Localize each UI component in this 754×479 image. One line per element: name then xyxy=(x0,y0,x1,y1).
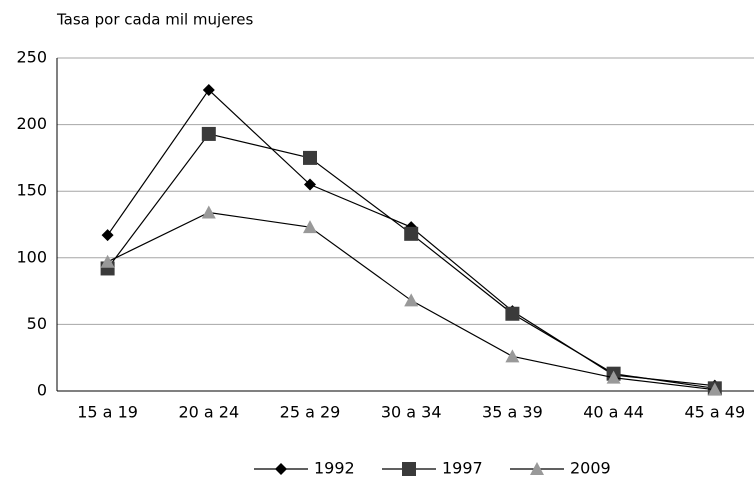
data-point xyxy=(505,306,520,321)
legend-marker xyxy=(275,463,287,475)
x-tick-label: 40 a 44 xyxy=(583,403,644,422)
legend-marker xyxy=(402,462,416,476)
data-point xyxy=(202,83,215,96)
data-point xyxy=(304,178,316,191)
y-tick-label: 200 xyxy=(16,114,47,133)
x-tick-label: 30 a 34 xyxy=(381,403,442,422)
y-tick-label: 100 xyxy=(16,247,47,266)
data-point xyxy=(606,370,621,384)
legend-marker xyxy=(530,462,544,475)
legend-label: 1997 xyxy=(442,459,483,478)
x-tick-label: 45 a 49 xyxy=(684,403,745,422)
data-point xyxy=(404,226,419,241)
y-tick-label: 0 xyxy=(37,381,47,400)
y-tick-label: 150 xyxy=(16,181,47,200)
data-point xyxy=(707,382,722,396)
legend-label: 1992 xyxy=(314,459,355,478)
data-point xyxy=(101,229,114,242)
y-tick-label: 50 xyxy=(27,314,47,333)
x-tick-label: 25 a 29 xyxy=(280,403,341,422)
data-point xyxy=(100,254,115,268)
data-point xyxy=(201,205,216,219)
data-point xyxy=(404,293,419,307)
legend-label: 2009 xyxy=(570,459,611,478)
x-tick-label: 15 a 19 xyxy=(77,403,138,422)
data-point xyxy=(201,126,216,141)
x-tick-label: 35 a 39 xyxy=(482,403,543,422)
data-point xyxy=(303,220,317,234)
y-tick-label: 250 xyxy=(16,48,47,67)
series-line xyxy=(107,133,715,389)
chart-title: Tasa por cada mil mujeres xyxy=(56,11,253,29)
x-tick-label: 20 a 24 xyxy=(178,403,239,422)
data-point xyxy=(505,349,520,363)
data-point xyxy=(303,150,317,165)
